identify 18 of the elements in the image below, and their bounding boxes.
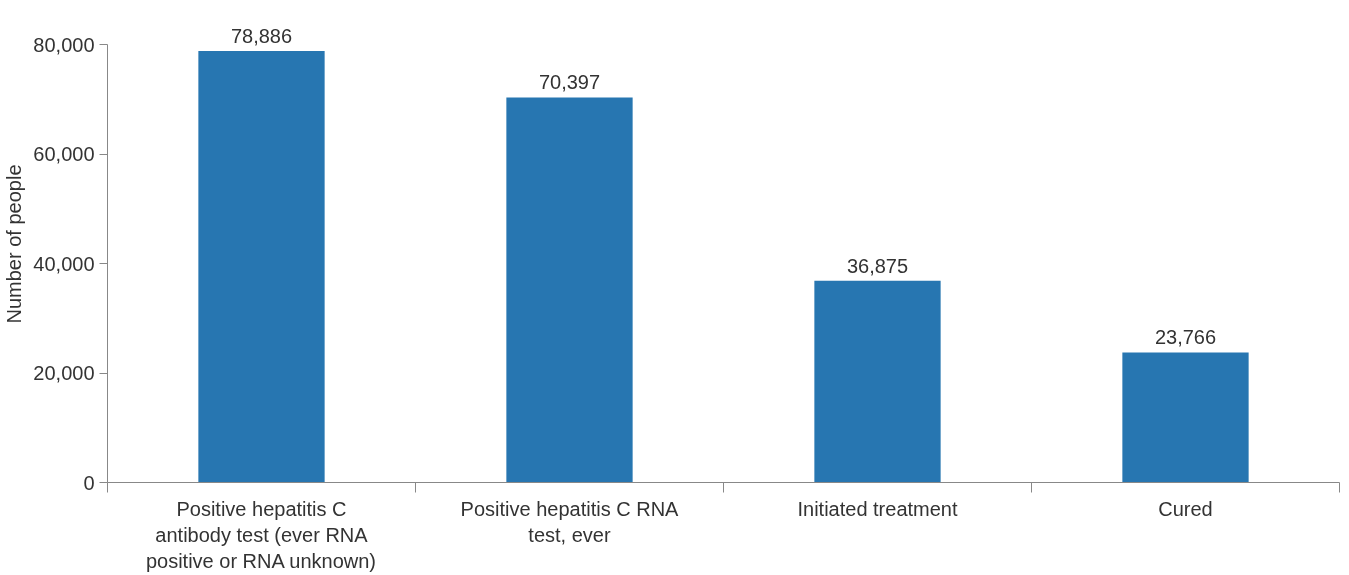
y-tick-label: 20,000: [33, 362, 95, 385]
data-label: 70,397: [538, 71, 601, 94]
bar: [506, 97, 633, 483]
x-tick-label: Positive hepatitis C antibody test (ever RNA positive or RNA unknown): [145, 497, 376, 573]
y-tick-label: 60,000: [33, 143, 95, 166]
y-tick-label: 0: [83, 471, 95, 494]
data-label: 23,766: [1154, 326, 1217, 349]
y-tick-label: 40,000: [33, 252, 95, 275]
y-tick-label: 80,000: [33, 33, 95, 56]
bar: [814, 280, 941, 483]
data-label: 36,875: [846, 254, 909, 277]
y-axis-title: Number of people: [3, 164, 26, 324]
data-label: 78,886: [230, 24, 293, 47]
x-tick-label: Positive hepatitis C RNA test, ever: [460, 497, 680, 546]
bar: [198, 50, 325, 483]
bar: [1122, 352, 1249, 483]
x-tick-label: Initiated treatment: [797, 497, 958, 520]
x-tick-label: Cured: [1158, 497, 1213, 520]
